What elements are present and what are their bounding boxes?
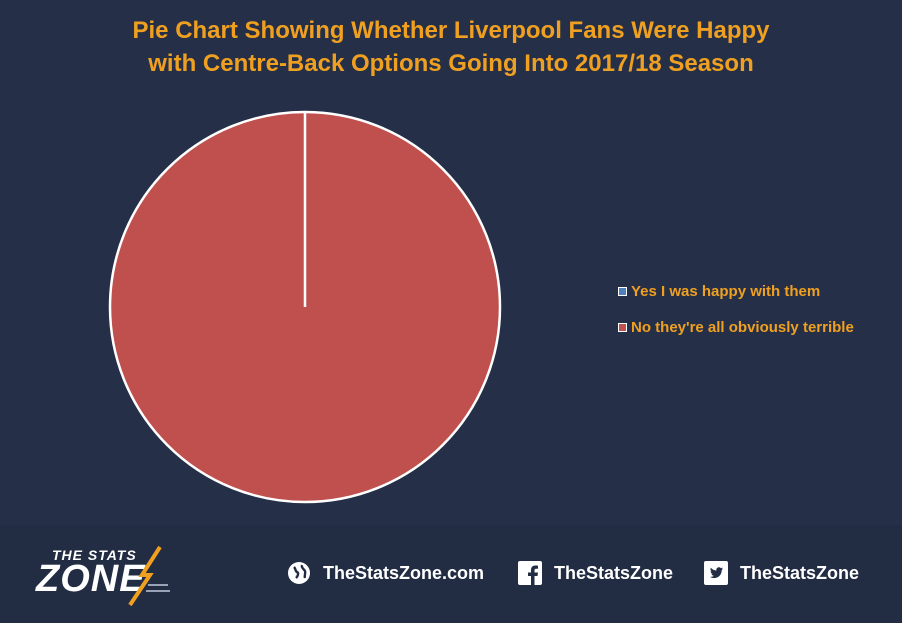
twitter-link[interactable]: TheStatsZone (704, 561, 859, 585)
stats-zone-logo: THE STATS ZONE (36, 545, 196, 607)
website-link[interactable]: TheStatsZone.com (287, 561, 484, 585)
legend: Yes I was happy with them No they're all… (618, 281, 854, 353)
footer: THE STATS ZONE TheStatsZone.com TheStats… (0, 525, 902, 623)
website-text: TheStatsZone.com (323, 562, 485, 583)
legend-swatch-no (618, 322, 627, 332)
legend-swatch-yes (618, 286, 627, 296)
logo-text-bottom: ZONE (36, 558, 146, 600)
twitter-text: TheStatsZone (740, 562, 860, 583)
chart-title-line-1: Pie Chart Showing Whether Liverpool Fans… (132, 17, 770, 44)
chart-title: Pie Chart Showing Whether Liverpool Fans… (60, 14, 842, 80)
globe-icon (288, 562, 310, 584)
chart-title-line-2: with Centre-Back Options Going Into 2017… (148, 50, 754, 77)
logo-bolt-icon (128, 545, 170, 607)
chart-area: Pie Chart Showing Whether Liverpool Fans… (60, 14, 854, 504)
facebook-icon (518, 561, 542, 585)
logo-text-top: THE STATS (52, 547, 137, 563)
pie-chart (108, 110, 502, 504)
legend-label-no: No they're all obviously terrible (631, 318, 854, 336)
facebook-link[interactable]: TheStatsZone (518, 561, 673, 585)
twitter-icon (704, 561, 728, 585)
legend-item-yes: Yes I was happy with them (618, 281, 854, 301)
legend-label-yes: Yes I was happy with them (631, 282, 821, 300)
facebook-text: TheStatsZone (554, 562, 674, 583)
legend-item-no: No they're all obviously terrible (618, 317, 854, 337)
